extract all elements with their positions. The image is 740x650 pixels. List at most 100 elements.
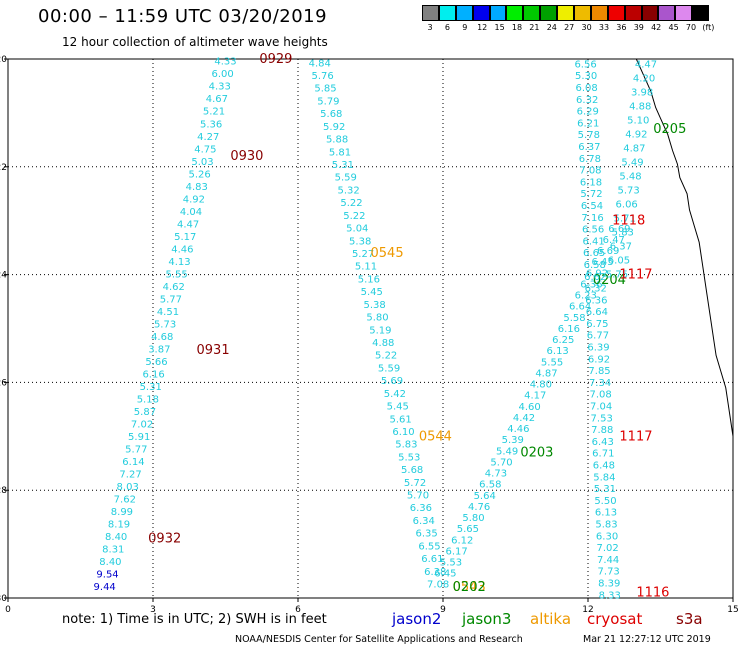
pass-time-label: 0205 [653, 122, 686, 137]
wave-height-value: 9.44 [94, 582, 116, 593]
wave-height-value: 6.18 [580, 177, 602, 188]
wave-height-value: 5.70 [490, 457, 512, 468]
x-tick-label: 9 [440, 605, 446, 615]
pass-time-label: 0930 [230, 149, 263, 164]
wave-height-value: 8.40 [99, 557, 121, 568]
wave-height-value: 5.19 [369, 325, 391, 336]
colorbar-label: 24 [546, 23, 557, 32]
colorbar-swatch [438, 5, 456, 21]
y-tick-label: -26 [0, 378, 7, 388]
wave-height-value: 5.53 [398, 452, 420, 463]
wave-height-value: 4.60 [518, 402, 540, 413]
wave-height-value: 5.85 [314, 84, 336, 95]
legend-jason2: jason2 [392, 610, 442, 628]
wave-height-value: 7.73 [598, 567, 620, 578]
wave-height-value: 4.13 [168, 257, 190, 268]
wave-height-value: 6.77 [587, 331, 609, 342]
wave-height-value: 4.88 [629, 101, 651, 112]
wave-height-value: 6.92 [588, 354, 610, 365]
wave-height-value: 5.03 [191, 157, 213, 168]
wave-height-value: 5.27 [352, 249, 374, 260]
wave-height-value: 4.20 [633, 73, 655, 84]
wave-height-value: 6.41 [583, 236, 605, 247]
wave-height-value: 6.05 [608, 256, 630, 267]
wave-height-value: 5.55 [165, 269, 187, 280]
wave-height-value: 5.87 [134, 407, 156, 418]
wave-height-value: 7.08 [589, 390, 611, 401]
colorbar-swatch [692, 5, 710, 21]
wave-height-value: 5.38 [349, 236, 371, 247]
axis-ticks: 0 3 6 9 12 15 -20 -22 -24 -26 -28 -30 [0, 55, 739, 615]
colorbar-label: 9 [462, 23, 468, 32]
wave-height-value: 6.69 [597, 246, 619, 257]
wave-height-value: 6.48 [593, 461, 615, 472]
credit-line: NOAA/NESDIS Center for Satellite Applica… [235, 634, 523, 645]
wave-height-value: 6.92 [586, 268, 608, 279]
wave-height-value: 6.61 [421, 554, 443, 565]
wave-height-value: 5.66 [145, 357, 167, 368]
wave-height-value: 5.81 [329, 147, 351, 158]
wave-height-value: 5.50 [594, 496, 616, 507]
wave-height-value: 4.46 [507, 424, 529, 435]
wave-height-value: 5.92 [323, 122, 345, 133]
wave-height-value: 6.64 [586, 307, 608, 318]
colorbar-swatch [590, 5, 608, 21]
wave-height-value: 5.88 [326, 135, 348, 146]
wave-height-value: 5.45 [387, 402, 409, 413]
wave-height-value: 6.43 [592, 437, 614, 448]
wave-height-value: 5.68 [320, 109, 342, 120]
y-tick-label: -24 [0, 271, 7, 281]
wave-height-value: 4.42 [513, 413, 535, 424]
track-jason3: 6.455.536.176.125.655.804.765.646.584.73… [434, 224, 630, 595]
colorbar-swatch [506, 5, 524, 21]
pass-time-label: 0931 [197, 343, 230, 358]
wave-height-value: 5.72 [580, 189, 602, 200]
colorbar-label: 3 [427, 23, 433, 32]
wave-height-value: 6.37 [610, 242, 632, 253]
wave-height-value: 4.51 [157, 307, 179, 318]
wave-height-value: 5.73 [154, 319, 176, 330]
wave-height-value: 6.36 [580, 279, 602, 290]
colorbar-swatch [523, 5, 541, 21]
wave-height-value: 5.22 [340, 198, 362, 209]
colorbar-swatch [472, 5, 490, 21]
wave-height-value: 7.85 [588, 366, 610, 377]
wave-height-value: 6.12 [451, 535, 473, 546]
wave-height-value: 7.53 [591, 413, 613, 424]
legend-cryosat: cryosat [587, 610, 643, 628]
wave-height-value: 4.76 [468, 502, 490, 513]
wave-height-value: 7.44 [597, 555, 619, 566]
y-tick-label: -30 [0, 594, 7, 604]
footnote: note: 1) Time is in UTC; 2) SWH is in fe… [62, 612, 327, 627]
wave-height-value: 5.26 [188, 169, 210, 180]
colorbar-label: 33 [598, 23, 610, 32]
wave-height-value: 6.00 [211, 69, 233, 80]
wave-height-value: 5.83 [612, 228, 634, 239]
colorbar-label: 36 [616, 23, 627, 32]
wave-height-value: 4.84 [309, 58, 331, 69]
colorbar-label: 45 [668, 23, 679, 32]
wave-height-value: 4.27 [197, 132, 219, 143]
colorbar [422, 5, 710, 21]
track-altika: 4.84 5.76 5.855.79 5.68 5.92 5.885.81 5.31 5.59… [309, 58, 486, 595]
track-s3a: 4.336.004.334.675.215.364.274.755.035.26… [94, 52, 293, 593]
wave-height-value: 4.92 [625, 129, 647, 140]
wave-height-value: 5.59 [378, 363, 400, 374]
wave-height-value: 5.38 [363, 300, 385, 311]
colorbar-swatch [675, 5, 693, 21]
wave-height-value: 8.33 [599, 590, 621, 601]
wave-height-value: 5.73 [617, 186, 639, 197]
wave-height-value: 5.31 [332, 160, 354, 171]
wave-height-value: 6.13 [547, 346, 569, 357]
wave-height-value: 6.23 [575, 291, 597, 302]
wave-height-value: 6.13 [595, 508, 617, 519]
track-jason3: 5.75 6.05 6.37 5.83 5.71 6.06 5.73 5.48 5.49 4.87… [606, 59, 686, 280]
colorbar-label: 42 [651, 23, 662, 32]
wave-height-value: 4.92 [183, 194, 205, 205]
wave-height-value: 6.30 [596, 531, 618, 542]
map-frame-rect [7, 58, 734, 599]
wave-height-value: 6.32 [576, 95, 598, 106]
wave-height-value: 8.03 [117, 482, 139, 493]
wave-height-value: 6.71 [592, 449, 614, 460]
wave-height-value: 4.46 [171, 244, 193, 255]
